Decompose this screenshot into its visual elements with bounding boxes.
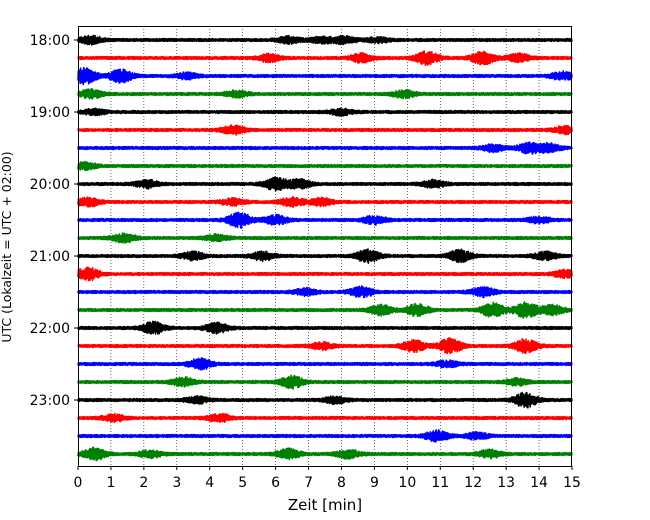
x-tick-label: 7 [304,475,313,491]
seismogram-trace [77,446,573,462]
seismogram-trace [77,248,573,264]
seismogram-trace [77,195,573,209]
grid-lines [110,26,540,466]
y-tick-label: 20:00 [30,177,70,193]
x-tick-label: 0 [74,475,83,491]
seismogram-trace [77,107,573,117]
x-tick-label: 3 [172,475,181,491]
y-tick-label: 21:00 [30,249,70,265]
y-tick-label: 18:00 [30,33,70,49]
seismogram-trace [77,160,573,172]
seismogram-trace [77,391,573,409]
seismogram-trace [77,412,573,424]
x-tick-label: 11 [431,475,449,491]
x-tick-label: 15 [563,475,581,491]
y-axis-label: UTC (Lokalzeit = UTC + 02:00) [0,151,14,342]
seismogram-trace [77,66,573,86]
seismogram-trace [77,285,573,299]
y-tick-label: 19:00 [30,105,70,121]
y-tick-label: 23:00 [30,393,70,409]
x-tick-label: 6 [271,475,280,491]
x-tick-label: 9 [370,475,379,491]
seismogram-trace [77,176,573,192]
x-tick-label: 14 [530,475,548,491]
seismogram-trace [77,337,573,355]
seismogram-trace [77,124,573,136]
seismogram-trace [77,320,573,335]
x-axis-label: Zeit [min] [288,496,362,514]
x-tick-label: 5 [238,475,247,491]
x-tick-label: 13 [497,475,515,491]
seismogram-trace [77,232,573,244]
seismogram-trace [77,211,573,230]
seismogram-trace [77,357,573,371]
x-tick-label: 4 [205,475,214,491]
trace-group [77,34,573,462]
plot-frame [78,26,572,467]
seismogram-trace [77,34,573,46]
seismogram-trace [77,374,573,390]
seismogram-trace [77,429,573,443]
y-tick-label: 22:00 [30,321,70,337]
x-axis: 0 1 2 3 4 5 6 7 8 9 10 11 12 13 14 15 [74,466,581,491]
seismogram-trace [77,50,573,67]
x-tick-label: 2 [139,475,148,491]
x-tick-label: 10 [398,475,416,491]
x-tick-label: 1 [106,475,115,491]
seismogram-trace [77,141,573,155]
x-tick-label: 12 [464,475,482,491]
y-axis: 18:00 19:00 20:00 21:00 22:00 23:00 [30,33,78,409]
seismogram-trace [77,87,573,100]
seismogram-trace [77,301,573,319]
x-tick-label: 8 [337,475,346,491]
seismogram-trace [77,266,573,282]
